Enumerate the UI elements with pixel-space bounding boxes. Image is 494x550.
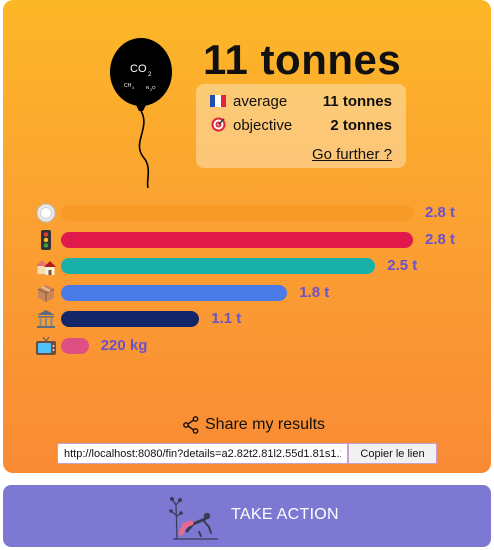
bar-value-label: 220 kg — [100, 336, 148, 354]
bar-transport — [61, 231, 413, 248]
traffic-light-icon — [41, 229, 51, 250]
objective-value: 2 tonnes — [330, 117, 392, 134]
n2o-subscript: 2 — [150, 88, 152, 92]
bar-housing — [61, 258, 376, 274]
average-value: 11 tonnes — [322, 93, 392, 110]
bar-row-public-services: 1.1 t — [3, 308, 494, 328]
bar-digital — [61, 337, 89, 354]
share-label: Share my results — [205, 416, 326, 433]
bar-value-label: 1.8 t — [299, 283, 330, 301]
comparison-box: average 11 tonnes objective 2 tonnes Go … — [196, 84, 406, 168]
bank-building-icon — [37, 310, 55, 328]
average-row: average 11 tonnes — [210, 92, 396, 112]
n2o-text: N — [146, 85, 149, 90]
bar-row-food: 2.8 t — [3, 202, 494, 223]
package-icon — [37, 284, 55, 302]
france-flag-icon — [210, 95, 226, 107]
average-label: average — [233, 93, 288, 110]
television-icon — [36, 336, 56, 355]
target-icon — [211, 117, 226, 132]
copy-link-button[interactable]: Copier le lien — [348, 443, 437, 464]
ch4-subscript: 4 — [132, 86, 134, 90]
take-action-label: TAKE ACTION — [231, 506, 339, 523]
bar-row-consumption: 1.8 t — [3, 282, 494, 302]
plate-icon — [36, 203, 56, 223]
bar-public-services — [61, 311, 200, 327]
objective-row: objective 2 tonnes — [210, 116, 396, 136]
co2-balloon-icon: CO 2 CH 4 N 2 O — [110, 38, 172, 188]
total-footprint: 11 tonnes — [203, 36, 402, 83]
bar-value-label: 2.5 t — [387, 257, 418, 274]
go-further-link[interactable]: Go further ? — [311, 146, 392, 163]
person-workout-illustration-icon — [169, 497, 218, 540]
bar-value-label: 1.1 t — [211, 310, 242, 327]
co2-subscript: 2 — [148, 72, 152, 78]
take-action-button[interactable]: TAKE ACTION — [3, 485, 491, 547]
n2o-tail: O — [152, 85, 156, 90]
objective-label: objective — [233, 117, 293, 134]
houses-icon — [36, 260, 56, 275]
bar-value-label: 2.8 t — [425, 230, 456, 248]
category-bar-chart: 2.8 t 2.8 t 2.5 t 1.8 t 1.1 t 220 kg — [3, 200, 494, 360]
bar-value-label: 2.8 t — [425, 204, 456, 221]
share-results-button[interactable]: Share my results — [183, 416, 325, 434]
bar-consumption — [61, 284, 288, 301]
share-icon — [183, 416, 199, 434]
bar-row-housing: 2.5 t — [3, 255, 494, 275]
ch4-text: CH — [124, 83, 132, 89]
co2-text: CO — [130, 63, 147, 75]
bar-row-transport: 2.8 t — [3, 229, 494, 250]
share-link-field[interactable] — [57, 443, 348, 464]
results-card: CO 2 CH 4 N 2 O 11 tonnes average 11 ton… — [3, 0, 491, 473]
bar-food — [61, 205, 413, 221]
bar-row-digital: 220 kg — [3, 335, 494, 355]
